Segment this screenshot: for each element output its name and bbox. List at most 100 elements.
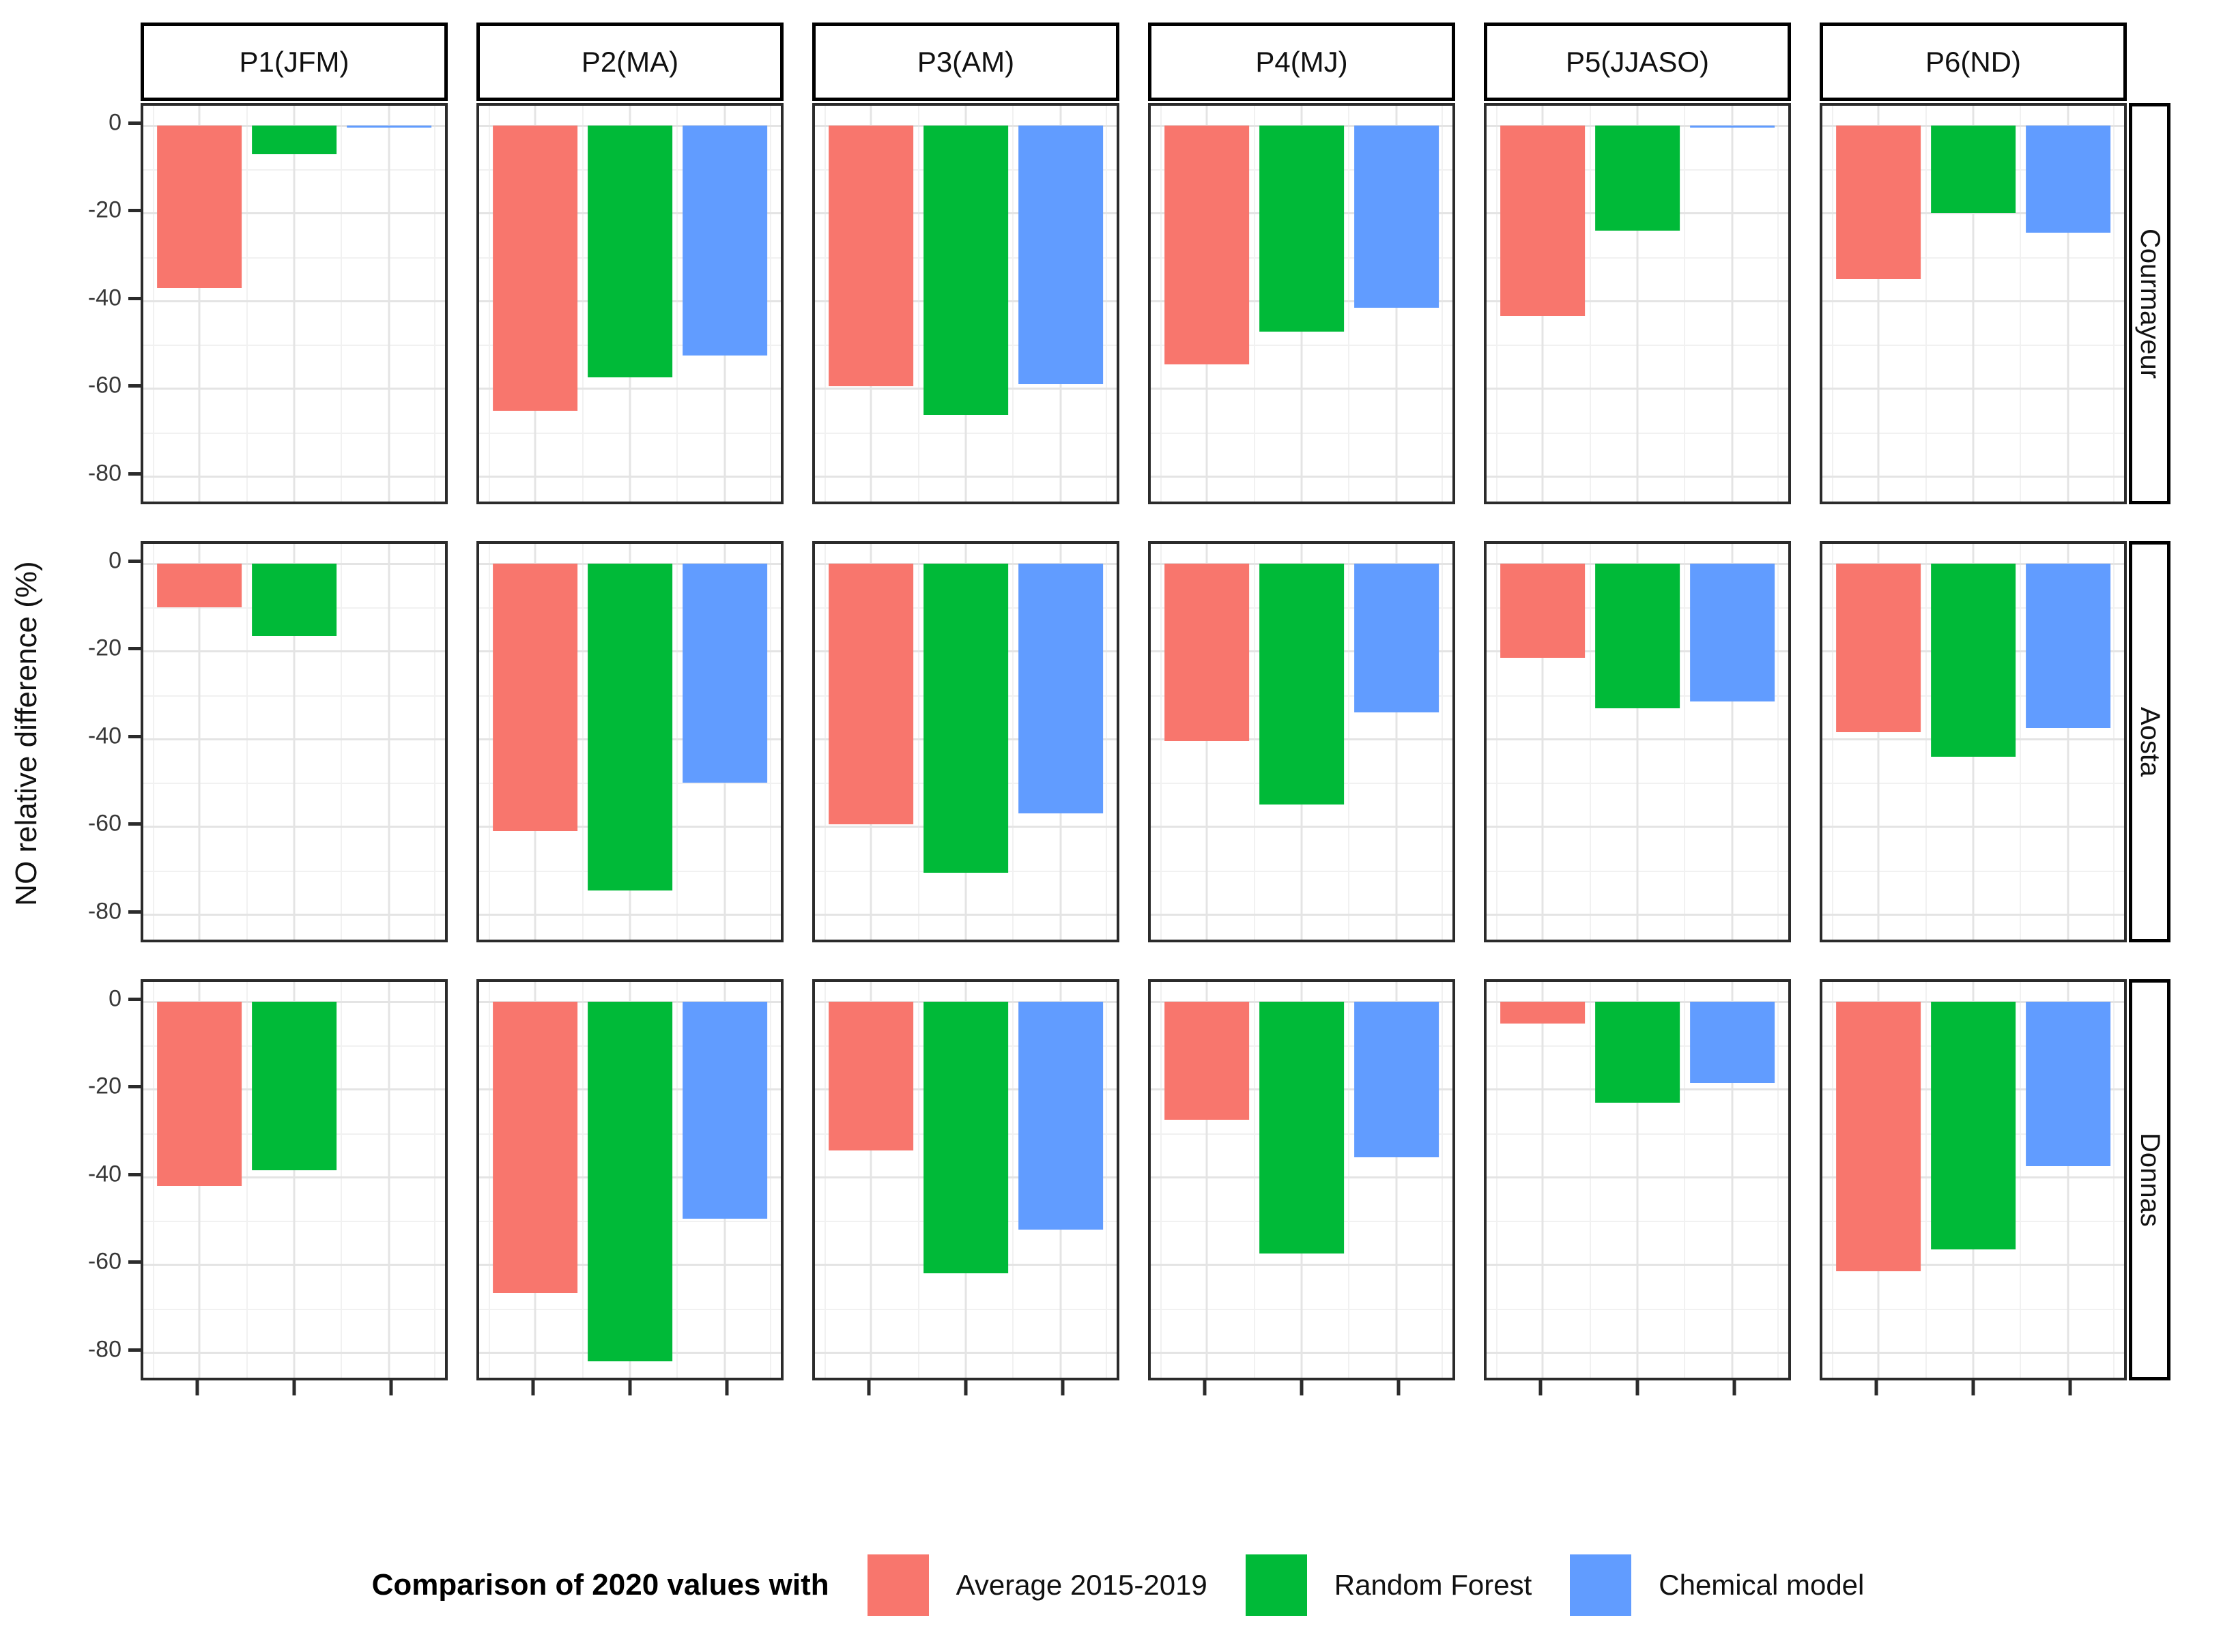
- gridline-v-major: [293, 106, 296, 502]
- gridline-v-major: [198, 544, 201, 940]
- gridline-v-minor: [1254, 982, 1256, 1378]
- facet-column-strip-5: P5(JJASO): [1484, 23, 1791, 101]
- panel-courmayeur-p2: [476, 103, 784, 504]
- bar-average-2015-2019: [1835, 1001, 1921, 1272]
- gridline-v-minor: [918, 982, 920, 1378]
- gridline-v-major: [1541, 982, 1544, 1378]
- gridline-v-minor: [769, 106, 771, 502]
- bar-chemical-model: [2026, 125, 2111, 233]
- y-tick-label: -20: [87, 1073, 121, 1099]
- gridline-v-minor: [153, 544, 155, 940]
- x-axis-ticks-p2: [476, 1380, 784, 1409]
- y-tick-mark: [128, 822, 141, 826]
- panel-aosta-p3: [812, 541, 1119, 942]
- bar-average-2015-2019: [1500, 1001, 1585, 1024]
- panel-courmayeur-p5: [1484, 103, 1791, 504]
- legend-swatch-2: [1570, 1554, 1632, 1616]
- gridline-v-minor: [825, 106, 827, 502]
- gridline-v-major: [2067, 106, 2069, 502]
- panel-aosta-p1: [141, 541, 448, 942]
- facet-column-strip-6: P6(ND): [1820, 23, 2127, 101]
- y-tick-mark: [128, 472, 141, 476]
- facet-row-strip-label: Aosta: [2135, 706, 2165, 777]
- panel-donnas-p5: [1484, 979, 1791, 1380]
- x-tick-mark: [531, 1380, 535, 1395]
- gridline-v-minor: [1254, 106, 1256, 502]
- gridline-v-minor: [433, 106, 435, 502]
- gridline-v-major: [2067, 544, 2069, 940]
- gridline-v-minor: [676, 544, 678, 940]
- bar-average-2015-2019: [1835, 563, 1921, 733]
- panel-courmayeur-p6: [1820, 103, 2127, 504]
- gridline-v-minor: [1496, 106, 1498, 502]
- gridline-v-minor: [1105, 106, 1107, 502]
- gridline-v-major: [388, 544, 390, 940]
- panel-donnas-p3: [812, 979, 1119, 1380]
- gridline-v-minor: [153, 106, 155, 502]
- x-tick-mark: [1874, 1380, 1878, 1395]
- x-tick-mark: [195, 1380, 199, 1395]
- y-tick-mark: [128, 384, 141, 388]
- legend-item-average: Average 2015-2019: [867, 1554, 1207, 1616]
- gridline-v-major: [1205, 982, 1208, 1378]
- bar-chemical-model: [683, 1001, 768, 1219]
- gridline-v-minor: [1160, 544, 1162, 940]
- x-tick-mark: [1538, 1380, 1543, 1395]
- gridline-v-major: [1636, 982, 1639, 1378]
- bar-random-forest: [1595, 125, 1680, 231]
- bar-average-2015-2019: [828, 563, 913, 825]
- gridline-v-minor: [1683, 544, 1685, 940]
- bar-random-forest: [252, 125, 336, 154]
- bar-average-2015-2019: [156, 563, 242, 608]
- facet-row-strip-aosta: Aosta: [2129, 541, 2170, 942]
- bar-random-forest: [588, 1001, 672, 1361]
- gridline-v-major: [1731, 106, 1734, 502]
- gridline-v-minor: [825, 544, 827, 940]
- gridline-v-minor: [1832, 106, 1834, 502]
- x-tick-mark: [1732, 1380, 1736, 1395]
- x-axis-ticks-p5: [1484, 1380, 1791, 1409]
- panel-donnas-p2: [476, 979, 784, 1380]
- gridline-v-minor: [918, 106, 920, 502]
- gridline-v-major: [1395, 544, 1398, 940]
- gridline-v-minor: [340, 106, 342, 502]
- facet-column-strip-1: P1(JFM): [141, 23, 448, 101]
- y-tick-mark: [128, 1172, 141, 1176]
- panel-aosta-p6: [1820, 541, 2127, 942]
- gridline-v-minor: [676, 982, 678, 1378]
- x-tick-mark: [1061, 1380, 1065, 1395]
- gridline-v-minor: [433, 982, 435, 1378]
- gridline-v-minor: [153, 982, 155, 1378]
- gridline-v-minor: [918, 544, 920, 940]
- gridline-v-minor: [1496, 982, 1498, 1378]
- bar-chemical-model: [1690, 1001, 1775, 1083]
- bar-random-forest: [1931, 563, 2016, 757]
- gridline-v-major: [1877, 544, 1880, 940]
- legend-label: Random Forest: [1334, 1569, 1532, 1601]
- y-tick-label: 0: [109, 985, 121, 1012]
- gridline-v-minor: [1160, 982, 1162, 1378]
- x-tick-mark: [628, 1380, 632, 1395]
- bar-chemical-model: [1354, 1001, 1439, 1158]
- gridline-v-minor: [1347, 982, 1349, 1378]
- panel-courmayeur-p4: [1148, 103, 1455, 504]
- x-tick-mark: [1203, 1380, 1207, 1395]
- bar-average-2015-2019: [1164, 1001, 1249, 1120]
- gridline-v-major: [388, 106, 390, 502]
- gridline-v-minor: [1441, 982, 1443, 1378]
- gridline-v-minor: [1590, 106, 1592, 502]
- legend-item-chemical-model: Chemical model: [1570, 1554, 1864, 1616]
- plot-grid: P1(JFM) P2(MA) P3(AM) P4(MJ) P5(JJASO) P6(ND)…: [40, 23, 2170, 1409]
- gridline-v-minor: [1012, 982, 1014, 1378]
- gridline-v-minor: [1012, 544, 1014, 940]
- gridline-v-minor: [1441, 544, 1443, 940]
- bar-average-2015-2019: [1500, 125, 1585, 317]
- x-tick-mark: [389, 1380, 393, 1395]
- y-tick-label: -80: [87, 1336, 121, 1363]
- x-axis-ticks-p6: [1820, 1380, 2127, 1409]
- x-tick-mark: [1971, 1380, 1975, 1395]
- bar-average-2015-2019: [492, 125, 577, 411]
- legend-item-random-forest: Random Forest: [1245, 1554, 1532, 1616]
- y-tick-label: 0: [109, 547, 121, 574]
